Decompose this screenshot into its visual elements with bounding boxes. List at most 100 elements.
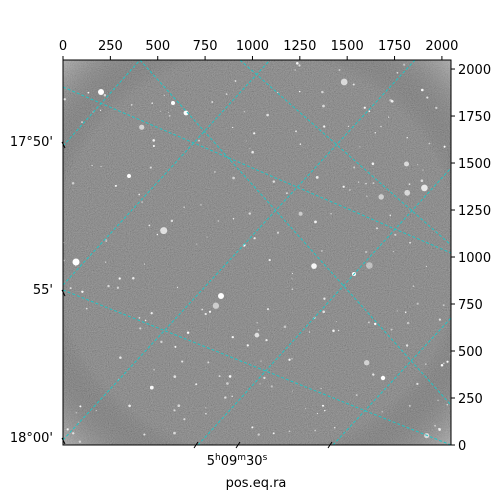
star [151,102,153,104]
star [79,405,82,408]
star [316,412,319,415]
star [305,408,307,410]
star [234,80,237,82]
ra-tick-label: 5h09m30s [207,453,268,469]
star [160,227,168,235]
top-tick-label: 1000 [236,39,269,54]
star [173,431,176,435]
star [232,176,235,180]
star [294,69,297,71]
star [176,286,179,289]
star [266,308,270,311]
star [352,83,355,86]
star [232,126,234,129]
star [390,99,394,103]
star [323,297,326,300]
star [291,390,294,392]
star [132,277,135,280]
star [160,340,163,344]
star [152,144,155,148]
star [283,325,287,329]
star [365,250,368,254]
star [440,363,444,367]
star [69,287,72,290]
right-tick-label: 1250 [458,204,491,219]
star [446,404,448,406]
star [177,404,181,408]
star [392,250,395,253]
star [332,329,335,333]
star [315,176,319,179]
star [420,88,424,92]
star [363,106,366,109]
star [308,331,311,333]
star [91,165,93,167]
star [75,412,78,414]
star [181,360,184,363]
star [442,304,445,307]
star [409,241,411,244]
star [173,409,176,412]
star [149,385,154,390]
star [405,344,409,347]
star [63,242,65,244]
star [208,310,212,313]
star [381,411,383,413]
ra-tick-mark [327,441,333,449]
star [394,233,397,236]
star [298,64,301,67]
star [156,233,159,236]
star [257,329,260,331]
star [320,388,322,390]
star [107,284,110,288]
star [71,432,75,435]
star [435,106,438,110]
bright-star [171,101,175,105]
star [286,192,288,194]
image-area [63,60,451,445]
star [66,428,69,431]
star [138,317,141,319]
ra-tick-mark [235,441,241,449]
star [295,130,297,133]
grid-line [139,60,451,406]
star [259,383,261,385]
star [412,285,415,287]
star [321,404,325,407]
star [254,332,260,338]
pixel-y-axis-right: 0 250 500 750 1000 1250 1500 1750 2000 [451,63,491,454]
star [81,290,84,294]
star [373,322,377,326]
star [200,204,202,206]
right-tick-label: 1500 [458,157,491,172]
star [231,335,234,339]
star [218,375,221,378]
star [245,140,247,142]
star [139,327,142,330]
star [197,139,201,142]
star [299,143,302,145]
dec-tick-mark [61,289,66,297]
top-tick-label: 1500 [331,39,364,54]
star [270,385,273,388]
star [95,409,97,412]
star [420,179,424,182]
star [330,213,332,215]
right-tick-label: 0 [458,439,466,454]
star [380,125,382,128]
plot-frame [62,59,452,446]
star [174,345,177,348]
star [63,259,65,262]
star [149,166,152,169]
star [248,212,252,215]
star [365,182,367,185]
grid-line [63,86,451,254]
dec-tick-label: 17°50' [10,135,53,150]
star [342,185,345,188]
star [408,404,411,407]
top-tick-label: 0 [59,39,67,54]
star [291,272,293,274]
star [211,101,214,103]
star [406,137,408,139]
bright-star [380,375,386,381]
